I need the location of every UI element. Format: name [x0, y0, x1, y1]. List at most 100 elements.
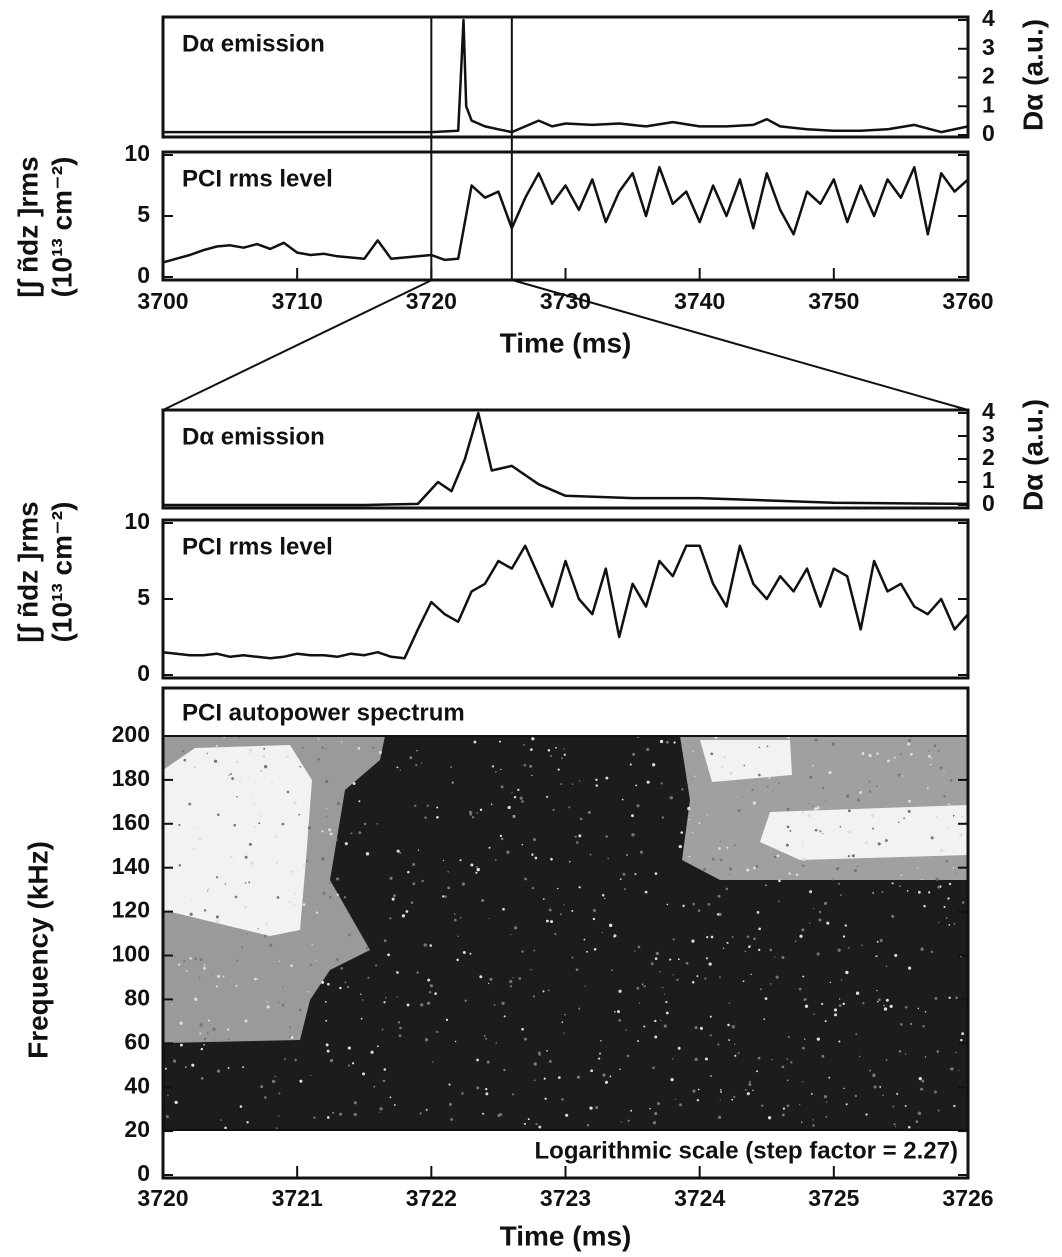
speckle-dot	[922, 1025, 925, 1028]
speckle-dot	[442, 859, 445, 862]
speckle-dot	[236, 959, 239, 962]
speckle-dot	[447, 886, 451, 890]
speckle-dot	[894, 953, 898, 957]
speckle-dot	[746, 1092, 750, 1096]
speckle-dot	[654, 957, 658, 960]
speckle-dot	[692, 902, 695, 906]
speckle-dot	[961, 1032, 965, 1036]
speckle-dot	[883, 1007, 888, 1011]
speckle-dot	[488, 846, 491, 849]
speckle-dot	[719, 976, 721, 978]
speckle-dot	[238, 780, 242, 783]
speckle-dot	[665, 1001, 668, 1004]
speckle-dot	[530, 748, 533, 751]
speckle-dot	[832, 879, 834, 881]
speckle-dot	[766, 745, 769, 748]
speckle-dot	[523, 763, 527, 767]
speckle-dot	[315, 911, 319, 914]
speckle-dot	[569, 860, 571, 863]
speckle-dot	[672, 1058, 674, 1060]
speckle-dot	[691, 831, 694, 834]
speckle-dot	[959, 833, 963, 837]
speckle-dot	[955, 873, 957, 875]
speckle-dot	[813, 807, 818, 811]
speckle-dot	[692, 1089, 696, 1093]
speckle-dot	[531, 774, 533, 777]
speckle-dot	[535, 1122, 538, 1126]
speckle-dot	[479, 975, 483, 979]
speckle-dot	[631, 814, 634, 818]
speckle-dot	[172, 1059, 177, 1063]
speckle-dot	[602, 1073, 606, 1077]
y-tick-label: 4	[982, 398, 995, 424]
speckle-dot	[481, 898, 485, 902]
speckle-dot	[454, 1040, 457, 1043]
y-tick-label: 2	[982, 444, 995, 470]
speckle-dot	[814, 738, 818, 742]
speckle-dot	[428, 991, 432, 994]
speckle-dot	[485, 1092, 489, 1096]
speckle-dot	[575, 968, 579, 972]
speckle-dot	[248, 881, 251, 884]
speckle-dot	[659, 739, 664, 744]
speckle-dot	[753, 866, 756, 870]
speckle-dot	[274, 835, 278, 838]
speckle-dot	[533, 838, 537, 842]
speckle-dot	[928, 754, 931, 758]
speckle-dot	[263, 747, 266, 750]
speckle-dot	[726, 846, 729, 849]
speckle-dot	[234, 895, 238, 899]
speckle-dot	[854, 1094, 858, 1098]
speckle-dot	[563, 1032, 565, 1034]
speckle-dot	[936, 1050, 940, 1053]
speckle-dot	[207, 890, 209, 892]
speckle-dot	[571, 909, 574, 912]
y-tick-label: 160	[112, 809, 150, 835]
speckle-dot	[278, 1092, 281, 1095]
speckle-dot	[325, 1043, 329, 1047]
speckle-dot	[622, 872, 626, 876]
speckle-dot	[781, 956, 785, 960]
speckle-dot	[179, 1043, 183, 1047]
speckle-dot	[531, 853, 534, 856]
speckle-dot	[503, 1015, 506, 1018]
speckle-dot	[777, 900, 780, 903]
speckle-dot	[748, 1082, 752, 1087]
speckle-dot	[533, 1079, 536, 1082]
speckle-dot	[675, 1098, 677, 1100]
zoom-line	[511, 279, 969, 411]
speckle-dot	[593, 947, 597, 951]
speckle-dot	[571, 956, 574, 959]
speckle-dot	[258, 822, 261, 825]
speckle-dot	[885, 998, 889, 1002]
speckle-dot	[410, 901, 414, 904]
speckle-dot	[654, 1035, 658, 1039]
speckle-dot	[416, 971, 419, 974]
speckle-dot	[226, 1028, 230, 1031]
speckle-dot	[344, 981, 347, 984]
speckle-dot	[952, 867, 955, 869]
speckle-dot	[495, 1042, 498, 1044]
speckle-dot	[636, 804, 640, 808]
speckle-dot	[239, 1105, 243, 1108]
speckle-dot	[494, 771, 497, 773]
speckle-dot	[468, 810, 473, 815]
y-axis-title: Dα (a.u.)	[1017, 19, 1048, 131]
speckle-dot	[363, 822, 367, 826]
speckle-dot	[758, 773, 761, 777]
speckle-dot	[490, 803, 493, 806]
speckle-dot	[274, 1075, 276, 1078]
speckle-dot	[550, 857, 553, 861]
speckle-dot	[188, 802, 192, 806]
speckle	[163, 736, 967, 1130]
speckle-dot	[568, 806, 571, 809]
speckle-dot	[907, 809, 911, 813]
speckle-dot	[256, 978, 259, 980]
speckle-dot	[263, 765, 268, 769]
speckle-dot	[786, 807, 790, 811]
speckle-dot	[578, 886, 581, 889]
x-tick-label: 3720	[406, 288, 457, 314]
speckle-dot	[578, 779, 581, 782]
speckle-dot	[948, 996, 951, 999]
speckle-dot	[595, 1106, 599, 1110]
